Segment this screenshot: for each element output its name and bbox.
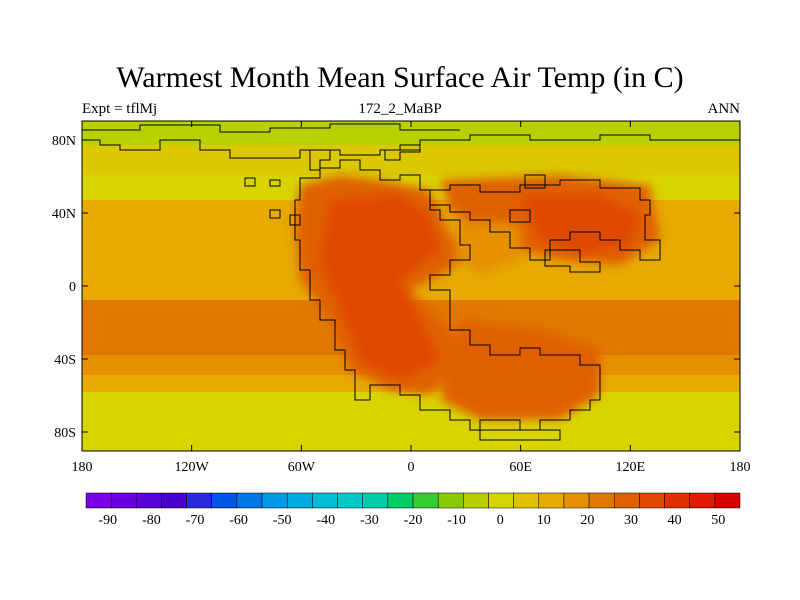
colorbar-swatch bbox=[689, 492, 716, 509]
colorbar-label: -50 bbox=[273, 513, 292, 528]
colorbar-label: 50 bbox=[711, 513, 725, 528]
colorbar-swatch bbox=[588, 492, 615, 509]
colorbar-swatch bbox=[362, 492, 389, 509]
south-island bbox=[479, 419, 561, 441]
map-title: Warmest Month Mean Surface Air Temp (in … bbox=[116, 61, 684, 94]
lon-tick-label: 0 bbox=[408, 460, 415, 475]
colorbar-swatch bbox=[186, 492, 213, 509]
colorbar-label: 20 bbox=[580, 513, 594, 528]
arctic-coast bbox=[82, 134, 740, 159]
colorbar-label: 0 bbox=[497, 513, 504, 528]
heat-region-core bbox=[320, 195, 440, 380]
colorbar-label: -90 bbox=[98, 513, 117, 528]
asia-coast bbox=[429, 179, 661, 261]
colorbar-label: -20 bbox=[404, 513, 423, 528]
colorbar-swatch bbox=[236, 492, 263, 509]
colorbar-swatch bbox=[110, 492, 137, 509]
lon-tick-label: 60W bbox=[288, 460, 316, 475]
colorbar: -90 -80 -70 -60 -50 -40 -30 -20 -10 0 10 20 30 40 50 bbox=[85, 492, 741, 528]
colorbar-swatch bbox=[412, 492, 439, 509]
colorbar-label: -30 bbox=[360, 513, 379, 528]
colorbar-swatch bbox=[161, 492, 187, 509]
antarctic-band bbox=[82, 392, 740, 451]
experiment-label: Expt = tflMj bbox=[82, 101, 158, 117]
age-label: 172_2_MaBP bbox=[358, 101, 442, 117]
colorbar-swatch bbox=[136, 492, 162, 509]
temperature-field bbox=[82, 121, 740, 451]
pangea-west-coast bbox=[294, 159, 601, 431]
latitude-axis: 80N 40N 0 40S 80S bbox=[52, 134, 740, 441]
colorbar-label: -10 bbox=[447, 513, 466, 528]
lon-tick-label: 60E bbox=[509, 460, 532, 475]
island-east bbox=[544, 249, 601, 273]
colorbar-swatch bbox=[85, 492, 112, 509]
colorbar-swatch bbox=[714, 492, 741, 509]
northern-coast bbox=[82, 123, 460, 133]
colorbar-swatch bbox=[286, 492, 313, 509]
colorbar-swatch bbox=[664, 492, 690, 509]
colorbar-swatch bbox=[463, 492, 489, 509]
colorbar-swatch bbox=[261, 492, 288, 509]
colorbar-swatch bbox=[312, 492, 338, 509]
colorbar-swatch bbox=[513, 492, 540, 509]
lat-tick-label: 40S bbox=[54, 353, 76, 368]
colorbar-swatch bbox=[437, 492, 464, 509]
lon-tick-label: 180 bbox=[730, 460, 751, 475]
colorbar-label: 40 bbox=[668, 513, 682, 528]
north-island bbox=[309, 149, 331, 171]
lon-tick-label: 180 bbox=[72, 460, 93, 475]
colorbar-swatch bbox=[639, 492, 665, 509]
arctic-island bbox=[384, 144, 421, 161]
island-north bbox=[524, 174, 546, 189]
colorbar-swatch bbox=[538, 492, 565, 509]
lat-tick-label: 80N bbox=[52, 134, 76, 149]
lat-tick-label: 0 bbox=[69, 280, 76, 295]
lat-tick-label: 40N bbox=[52, 207, 76, 222]
colorbar-swatch bbox=[211, 492, 238, 509]
lat-tick-label: 80S bbox=[54, 426, 76, 441]
small-islands bbox=[244, 177, 301, 226]
colorbar-swatch bbox=[337, 492, 363, 509]
colorbar-label: -80 bbox=[142, 513, 161, 528]
lon-tick-label: 120W bbox=[175, 460, 210, 475]
colorbar-label: -70 bbox=[186, 513, 205, 528]
colorbar-swatch bbox=[488, 492, 514, 509]
colorbar-label: -60 bbox=[229, 513, 248, 528]
colorbar-swatch bbox=[613, 492, 640, 509]
longitude-axis: 180 120W 60W 0 60E 120E 180 bbox=[72, 121, 751, 475]
tethys-sea bbox=[455, 220, 520, 275]
lon-tick-label: 120E bbox=[616, 460, 646, 475]
colorbar-swatch bbox=[563, 492, 590, 509]
coastlines bbox=[82, 123, 740, 441]
season-label: ANN bbox=[707, 101, 741, 117]
colorbar-swatch bbox=[387, 492, 414, 509]
colorbar-label: 30 bbox=[624, 513, 638, 528]
colorbar-label: 10 bbox=[537, 513, 551, 528]
colorbar-label: -40 bbox=[316, 513, 335, 528]
island-central bbox=[509, 209, 531, 223]
